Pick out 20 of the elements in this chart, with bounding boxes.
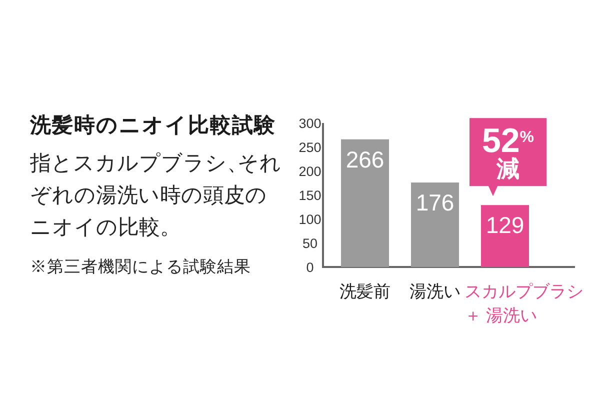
data-label: 176 bbox=[416, 190, 454, 216]
bar bbox=[481, 205, 529, 267]
x-tick-label: 湯洗い bbox=[410, 282, 460, 300]
text: 洗髪時のニオイ比較試験 bbox=[29, 114, 276, 136]
y-tick-label: 300 bbox=[298, 116, 322, 130]
data-label: 266 bbox=[346, 146, 384, 172]
y-tick-label: 0 bbox=[306, 260, 314, 274]
text: 指とスカルプブラシ、それぞれの湯洗い時の頭皮のニオイの比較。 bbox=[29, 152, 282, 238]
x-tick-label: 洗髪前 bbox=[340, 282, 390, 300]
data-label: 129 bbox=[486, 212, 524, 238]
bar bbox=[341, 139, 389, 267]
x-tick-label: スカルプブラシ＋ 湯洗い bbox=[464, 282, 584, 324]
bar bbox=[411, 182, 459, 267]
y-tick-label: 50 bbox=[302, 236, 318, 250]
text: ※第三者機関による試験結果 bbox=[30, 257, 251, 276]
y-tick-label: 150 bbox=[298, 188, 322, 202]
y-tick-label: 200 bbox=[298, 164, 322, 178]
y-tick-label: 250 bbox=[298, 140, 322, 154]
y-tick-label: 100 bbox=[298, 212, 322, 226]
annotation: 52%減 bbox=[482, 122, 534, 182]
